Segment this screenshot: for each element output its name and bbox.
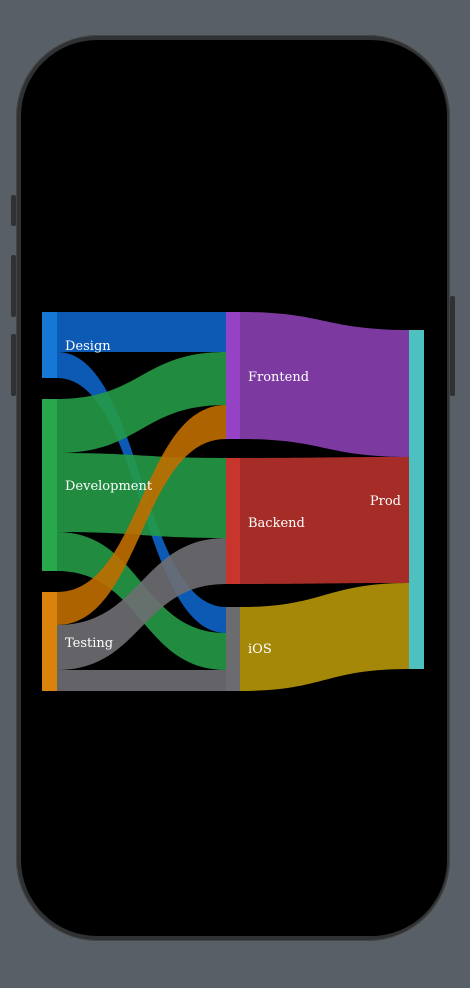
sankey-nodes	[42, 312, 424, 691]
label-ios: iOS	[248, 642, 272, 657]
link-testing-to-frontend	[57, 405, 226, 625]
link-development-to-backend	[57, 453, 226, 538]
node-design	[42, 312, 57, 378]
sankey-links	[57, 312, 409, 691]
link-frontend-to-prod	[240, 312, 409, 457]
sankey-labels: Design Development Testing Frontend Back…	[65, 339, 401, 657]
side-button-right	[450, 296, 455, 396]
node-backend	[226, 458, 240, 584]
label-frontend: Frontend	[248, 370, 309, 385]
side-button-left-2	[11, 255, 16, 317]
link-ios-to-prod	[240, 583, 409, 691]
label-development: Development	[65, 479, 153, 494]
link-development-to-frontend	[57, 352, 226, 453]
link-design-to-frontend	[57, 312, 226, 352]
label-backend: Backend	[248, 516, 305, 531]
side-button-left-3	[11, 334, 16, 396]
node-frontend	[226, 312, 240, 439]
label-design: Design	[65, 339, 111, 354]
label-testing: Testing	[65, 636, 113, 651]
node-ios	[226, 607, 240, 691]
side-button-left-1	[11, 195, 16, 226]
node-prod	[409, 330, 424, 669]
link-testing-to-backend	[57, 538, 226, 670]
link-testing-to-ios	[57, 670, 226, 691]
link-backend-to-prod	[240, 457, 409, 584]
node-testing	[42, 592, 57, 691]
node-development	[42, 399, 57, 571]
label-prod: Prod	[370, 494, 401, 509]
